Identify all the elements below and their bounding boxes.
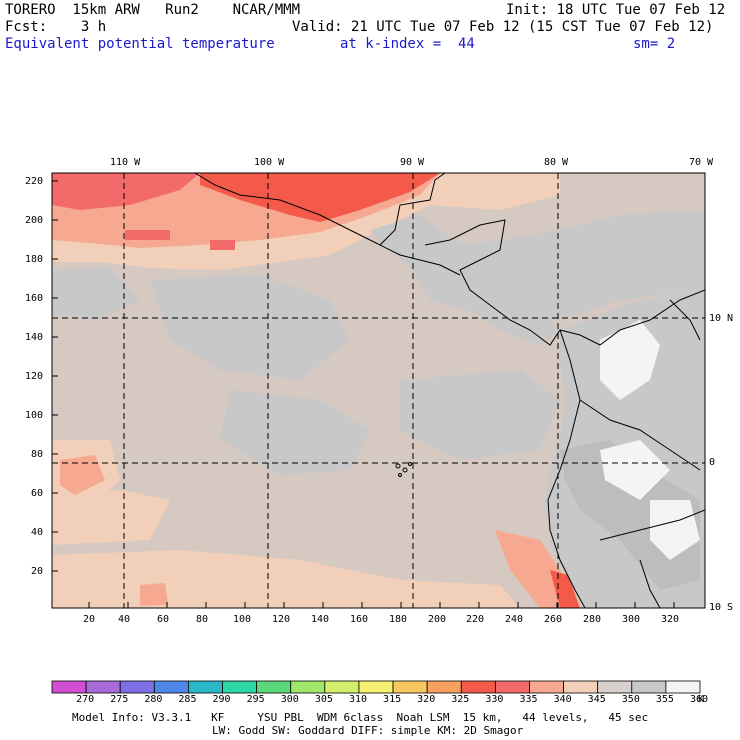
x-tick: 300 <box>622 614 641 625</box>
model-info: Model Info: V3.3.1 KF YSU PBL WDM 6class… <box>72 711 649 724</box>
colorbar-swatch <box>426 680 462 694</box>
lon-label-70w: 70 W <box>689 157 714 168</box>
x-tick: 240 <box>505 614 524 625</box>
latlon-grid <box>52 173 705 608</box>
lat-label-10n: 10 N <box>709 313 734 324</box>
colorbar-label: 320 <box>417 694 436 705</box>
y-tick: 100 <box>25 410 44 421</box>
colorbar-label: 315 <box>383 694 402 705</box>
lon-label-90w: 90 W <box>400 157 425 168</box>
x-tick: 60 <box>157 614 170 625</box>
colorbar-swatch <box>597 680 633 694</box>
x-tick: 260 <box>544 614 563 625</box>
field-name: Equivalent potential temperature <box>5 36 275 52</box>
colorbar-swatch <box>529 680 564 694</box>
colorbar-label: 270 <box>76 694 95 705</box>
colorbar-swatch <box>494 680 530 694</box>
y-tick: 20 <box>31 566 44 577</box>
colorbar-label: 350 <box>621 694 640 705</box>
colorbar-label: 340 <box>553 694 572 705</box>
axis-ticks <box>52 180 675 608</box>
lon-label-110w: 110 W <box>110 157 141 168</box>
init-time: Init: 18 UTC Tue 07 Feb 12 <box>506 2 726 18</box>
colorbar-label: 310 <box>348 694 367 705</box>
x-tick: 40 <box>118 614 131 625</box>
colorbar-label: 335 <box>519 694 538 705</box>
theta-e-field <box>52 173 705 608</box>
x-tick: 20 <box>83 614 96 625</box>
colorbar-label: 275 <box>110 694 129 705</box>
colorbar-swatch <box>119 680 155 694</box>
x-tick: 140 <box>311 614 330 625</box>
colorbar-swatch <box>631 680 667 694</box>
smoothing-value: sm= 2 <box>633 36 676 52</box>
colorbar-label: 300 <box>280 694 299 705</box>
colorbar <box>51 680 701 694</box>
colorbar-swatch <box>392 680 428 694</box>
valid-time: Valid: 21 UTC Tue 07 Feb 12 (15 CST Tue … <box>292 19 714 35</box>
y-tick: 160 <box>25 293 44 304</box>
x-tick: 280 <box>583 614 602 625</box>
colorbar-unit: K <box>698 694 705 705</box>
colorbar-swatch <box>324 680 360 694</box>
physics-info: LW: Godd SW: Goddard DIFF: simple KM: 2D… <box>212 724 524 737</box>
x-tick: 120 <box>272 614 291 625</box>
colorbar-swatch <box>51 680 87 694</box>
colorbar-label: 290 <box>212 694 231 705</box>
y-tick: 120 <box>25 371 44 382</box>
colorbar-label: 285 <box>178 694 197 705</box>
x-tick: 80 <box>196 614 209 625</box>
colorbar-swatch <box>188 680 223 694</box>
colorbar-swatch <box>665 680 701 694</box>
colorbar-swatch <box>358 680 394 694</box>
colorbar-swatch <box>460 680 496 694</box>
coastlines <box>194 173 705 608</box>
lon-label-80w: 80 W <box>544 157 569 168</box>
colorbar-label: 330 <box>485 694 504 705</box>
lon-label-100w: 100 W <box>254 157 285 168</box>
x-tick: 320 <box>661 614 680 625</box>
colorbar-swatch <box>153 680 189 694</box>
lat-label-10s: 10 S <box>709 602 734 613</box>
x-tick: 220 <box>466 614 485 625</box>
colorbar-swatch <box>256 680 292 694</box>
x-tick: 100 <box>233 614 252 625</box>
level-index: at k-index = 44 <box>340 36 475 52</box>
colorbar-label: 360 <box>690 694 709 705</box>
model-title: TORERO 15km ARW Run2 NCAR/MMM <box>5 2 301 18</box>
y-tick: 180 <box>25 254 44 265</box>
map-frame <box>51 172 706 609</box>
colorbar-swatch <box>290 680 326 694</box>
y-tick: 40 <box>31 527 44 538</box>
colorbar-label: 345 <box>587 694 606 705</box>
x-tick: 200 <box>428 614 447 625</box>
colorbar-swatch <box>563 680 599 694</box>
x-tick: 160 <box>350 614 369 625</box>
forecast-hour: Fcst: 3 h <box>5 19 107 35</box>
colorbar-label: 280 <box>144 694 163 705</box>
colorbar-label: 295 <box>246 694 265 705</box>
y-tick: 220 <box>25 176 44 187</box>
x-tick: 180 <box>389 614 408 625</box>
colorbar-swatch <box>222 680 258 694</box>
colorbar-label: 325 <box>451 694 470 705</box>
colorbar-swatch <box>85 680 121 694</box>
y-tick: 80 <box>31 449 44 460</box>
colorbar-label: 355 <box>655 694 674 705</box>
lat-label-0: 0 <box>709 457 716 468</box>
y-tick: 200 <box>25 215 44 226</box>
y-tick: 140 <box>25 332 44 343</box>
y-tick: 60 <box>31 488 44 499</box>
colorbar-label: 305 <box>314 694 333 705</box>
